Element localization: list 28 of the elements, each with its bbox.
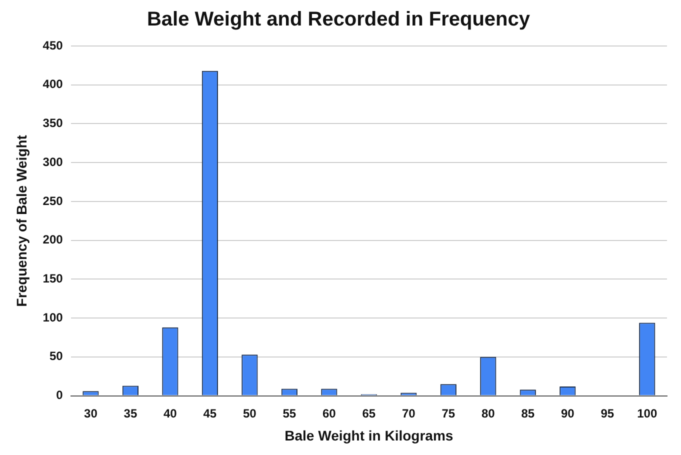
x-tick-label: 70 bbox=[402, 406, 416, 420]
x-axis-title: Bale Weight in Kilograms bbox=[284, 427, 454, 444]
x-tick-label: 90 bbox=[560, 406, 575, 420]
x-tick-label: 35 bbox=[124, 406, 138, 420]
x-tick-label: 30 bbox=[84, 406, 98, 420]
y-tick-label: 400 bbox=[42, 77, 64, 92]
y-tick-label: 350 bbox=[42, 116, 64, 130]
x-tick-label: 45 bbox=[203, 406, 217, 420]
x-tick-label: 95 bbox=[600, 406, 614, 420]
x-tick-label: 55 bbox=[282, 406, 296, 420]
y-tick-label: 0 bbox=[56, 388, 64, 402]
y-tick-label: 150 bbox=[42, 272, 64, 286]
x-tick-label: 60 bbox=[322, 406, 336, 420]
x-tick-label: 100 bbox=[637, 406, 658, 420]
x-tick-label: 50 bbox=[242, 406, 257, 420]
y-tick-label: 300 bbox=[42, 154, 64, 169]
x-tick-label: 85 bbox=[521, 406, 535, 420]
x-tick-label: 40 bbox=[164, 406, 178, 420]
y-tick-label: 250 bbox=[42, 194, 64, 208]
y-axis-title: Frequency of Bale Weight bbox=[13, 134, 30, 307]
y-tick-label: 450 bbox=[42, 38, 64, 52]
y-tick-label: 50 bbox=[49, 349, 64, 364]
x-tick-label: 75 bbox=[442, 406, 456, 420]
chart-title: Bale Weight and Recorded in Frequency bbox=[146, 8, 531, 31]
y-tick-label: 200 bbox=[42, 232, 64, 247]
x-tick-label: 65 bbox=[362, 406, 376, 420]
y-tick-label: 100 bbox=[42, 310, 64, 324]
x-tick-label: 80 bbox=[481, 406, 496, 420]
